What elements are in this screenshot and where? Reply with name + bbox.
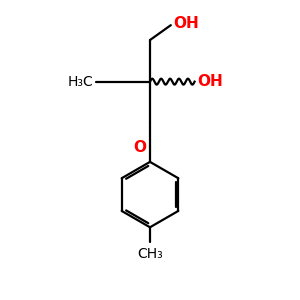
Text: OH: OH [198,74,223,89]
Text: CH₃: CH₃ [137,247,163,261]
Text: O: O [133,140,146,154]
Text: H₃C: H₃C [67,75,93,88]
Text: OH: OH [173,16,199,31]
